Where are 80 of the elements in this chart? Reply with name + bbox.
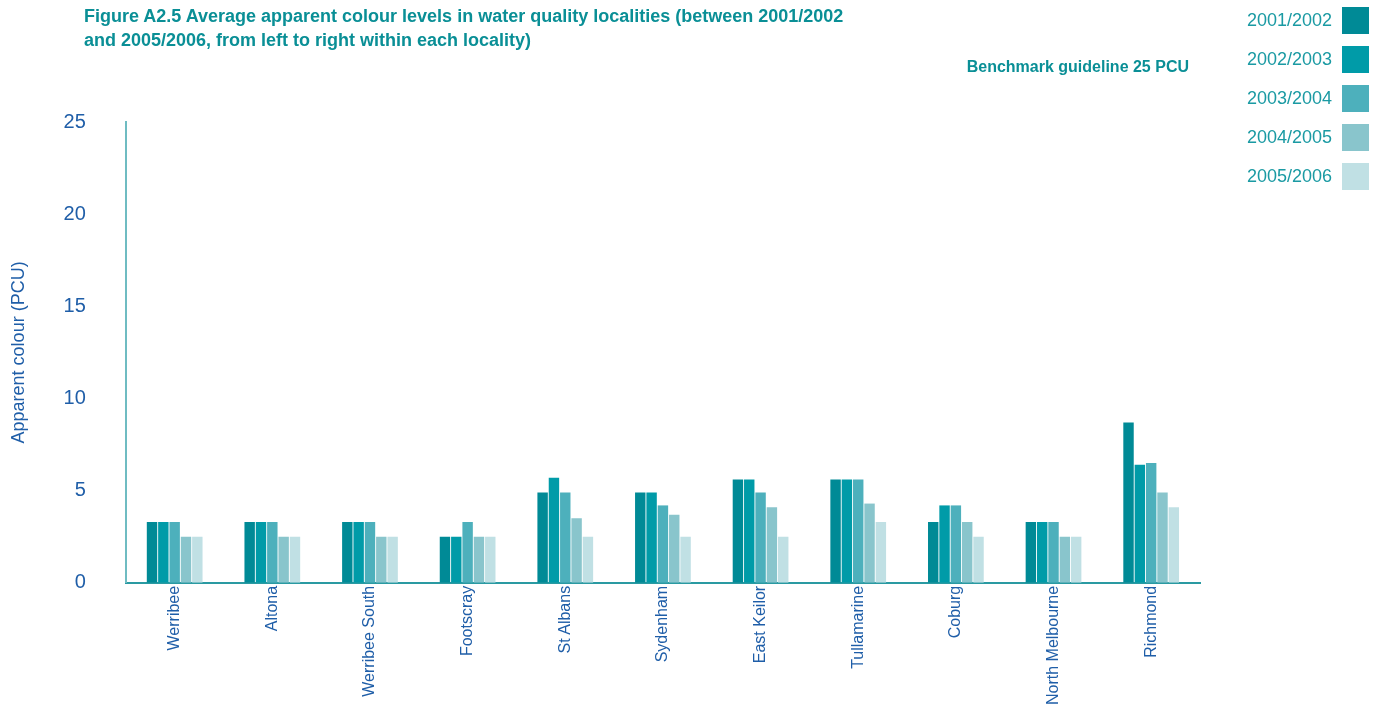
bar bbox=[473, 536, 485, 583]
bar bbox=[192, 536, 203, 583]
legend-label: 2003/2004 bbox=[1246, 87, 1332, 109]
bar bbox=[669, 514, 680, 583]
bar bbox=[1025, 522, 1037, 583]
bar bbox=[1157, 492, 1168, 583]
bar bbox=[1059, 536, 1071, 583]
bar bbox=[560, 492, 571, 583]
bar bbox=[387, 536, 398, 583]
bar bbox=[1036, 522, 1048, 583]
bar bbox=[1048, 522, 1059, 583]
y-tick-label: 5 bbox=[74, 478, 86, 501]
bar bbox=[744, 479, 755, 583]
bar bbox=[778, 536, 789, 583]
bar bbox=[928, 522, 939, 583]
y-tick-label: 20 bbox=[63, 201, 86, 224]
bar bbox=[548, 477, 560, 583]
bar bbox=[146, 522, 158, 583]
bar bbox=[278, 536, 289, 583]
bar bbox=[342, 522, 353, 583]
y-tick-label: 10 bbox=[63, 386, 86, 409]
bar bbox=[571, 518, 582, 583]
x-tick-label: East Keilor bbox=[750, 585, 768, 664]
y-tick-label: 0 bbox=[74, 570, 86, 593]
bar bbox=[755, 492, 766, 583]
bar bbox=[1145, 463, 1157, 583]
bar bbox=[853, 479, 864, 583]
x-tick-label: Werribee South bbox=[360, 585, 378, 697]
x-tick-label: Coburg bbox=[946, 585, 964, 639]
x-tick-label: Tullamarine bbox=[848, 585, 866, 669]
bar bbox=[732, 479, 744, 583]
bar bbox=[1070, 536, 1082, 583]
bar bbox=[485, 536, 496, 583]
bar bbox=[635, 492, 646, 583]
legend-label: 2001/2002 bbox=[1246, 9, 1332, 31]
bar bbox=[439, 536, 451, 583]
x-tick-label: St Albans bbox=[555, 585, 573, 654]
legend-label: 2005/2006 bbox=[1246, 165, 1332, 187]
bar bbox=[950, 505, 962, 583]
bar bbox=[766, 507, 778, 583]
bar bbox=[961, 522, 973, 583]
x-tick-label: Werribee bbox=[165, 585, 183, 651]
bar bbox=[680, 536, 691, 583]
bar bbox=[1123, 422, 1134, 583]
bar bbox=[830, 479, 841, 583]
y-tick-label: 25 bbox=[63, 109, 86, 132]
x-tick-label: North Melbourne bbox=[1043, 585, 1061, 705]
bar bbox=[255, 522, 267, 583]
bar bbox=[462, 522, 473, 583]
legend-label: 2002/2003 bbox=[1246, 48, 1332, 70]
bar bbox=[1168, 507, 1180, 583]
bar bbox=[180, 536, 192, 583]
bar bbox=[537, 492, 548, 583]
legend-label: 2004/2005 bbox=[1246, 126, 1332, 148]
bar bbox=[1134, 464, 1146, 583]
bar bbox=[939, 505, 950, 583]
text: Benchmark guideline 25 PCU bbox=[966, 58, 1189, 76]
bar bbox=[864, 503, 875, 583]
bar bbox=[169, 522, 180, 583]
bar bbox=[267, 522, 278, 583]
x-tick-label: Footscray bbox=[458, 585, 476, 657]
bar bbox=[289, 536, 301, 583]
bar bbox=[657, 505, 669, 583]
bar bbox=[973, 536, 984, 583]
y-tick-label: 15 bbox=[63, 293, 86, 316]
bar bbox=[364, 522, 376, 583]
bar bbox=[875, 522, 887, 583]
chart-title: Figure A2.5 Average apparent colour levels in water quality localities (between 2001/2002 and 2005/2006, from left to right within each locality) bbox=[84, 5, 844, 52]
bar bbox=[244, 522, 255, 583]
bar bbox=[158, 522, 169, 583]
bar bbox=[353, 522, 364, 583]
bar bbox=[841, 479, 853, 583]
x-tick-label: Altona bbox=[262, 585, 280, 632]
x-tick-label: Sydenham bbox=[653, 585, 671, 663]
bar bbox=[582, 536, 594, 583]
y-axis-title: Apparent colour (PCU) bbox=[7, 261, 28, 444]
bar bbox=[451, 536, 462, 583]
bar bbox=[646, 492, 657, 583]
bar bbox=[376, 536, 387, 583]
x-tick-label: Richmond bbox=[1141, 585, 1159, 658]
